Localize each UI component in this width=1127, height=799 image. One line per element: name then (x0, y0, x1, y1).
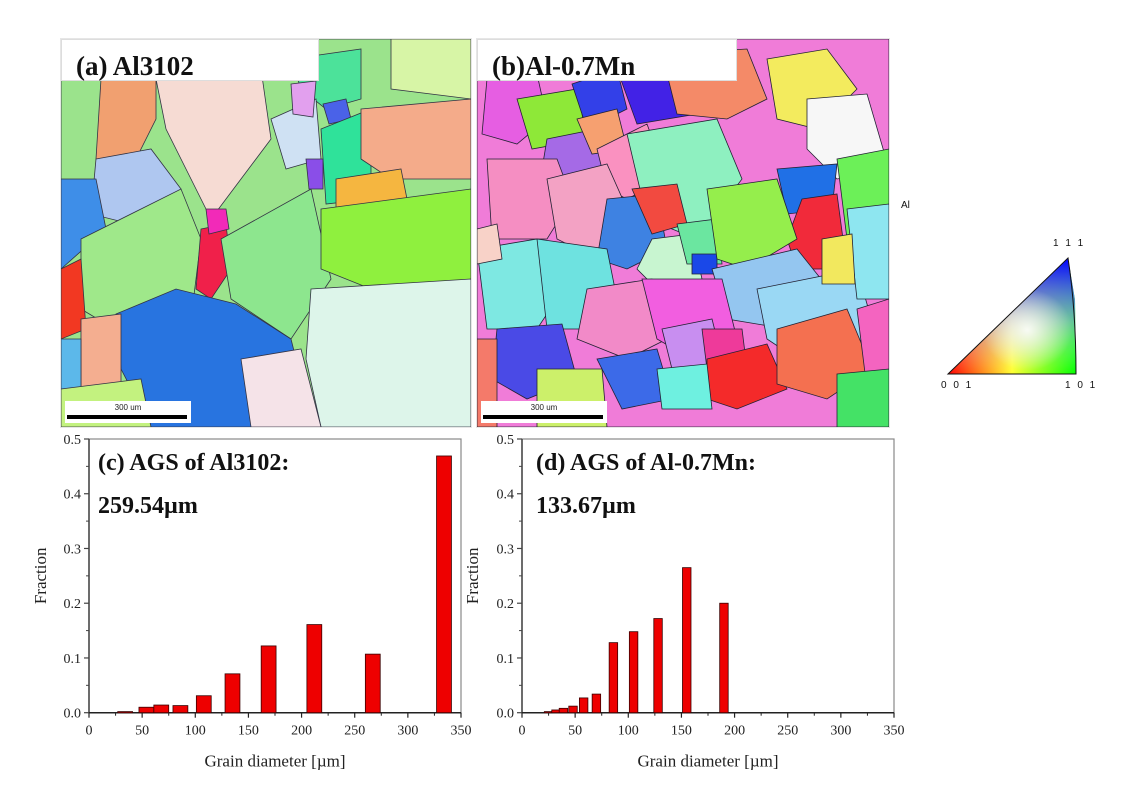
x-axis-title: Grain diameter [µm] (204, 752, 345, 771)
y-tick-label: 0.2 (497, 597, 515, 612)
histogram-bar (682, 567, 692, 714)
y-tick-label: 0.3 (497, 542, 515, 557)
histogram-bar (195, 695, 212, 714)
x-tick-label: 50 (135, 724, 149, 739)
x-axis-title: Grain diameter [µm] (637, 752, 778, 771)
histogram-svg-d: 0.0 0.1 0.2 0.3 0.4 0.5 0 50 100 150 200 250 300 350 G… (463, 433, 905, 771)
x-tick-label: 0 (519, 724, 526, 739)
panel-label-a: (a) Al3102 (61, 39, 319, 81)
plot-frame (521, 438, 895, 714)
y-tick-label: 0.3 (64, 542, 82, 557)
annotation-title: (c) AGS of Al3102: (98, 450, 289, 476)
annotation-average-grain-size: 259.54µm (98, 493, 198, 519)
ipf-corner-101: 1 0 1 (1065, 380, 1098, 391)
histogram-bar (568, 705, 578, 714)
y-tick-label: 0.0 (64, 707, 82, 722)
histogram-al-0.7mn: 0.0 0.1 0.2 0.3 0.4 0.5 0 50 100 150 200 250 300 350 G… (460, 430, 920, 794)
grain-map-b (477, 39, 889, 427)
y-axis-title: Fraction (31, 547, 50, 604)
ipf-triangle-outline (946, 256, 1077, 375)
histogram-bar (364, 653, 381, 714)
panel-label-b: (b)Al-0.7Mn (477, 39, 737, 81)
x-tick-label: 300 (397, 724, 418, 739)
y-tick-label: 0.4 (497, 488, 515, 503)
histogram-al3102: 0.0 0.1 0.2 0.3 0.4 0.5 0 50 100 150 200 250 300 350 G… (0, 430, 480, 794)
ipf-triangle (946, 256, 1077, 375)
histogram-bar (260, 645, 277, 714)
histogram-bar (224, 673, 241, 714)
scale-bar-line-b (483, 415, 603, 419)
histogram-bar (436, 455, 452, 714)
scale-bar-a: 300 um (65, 401, 191, 423)
ebsd-map-al3102: (a) Al3102 300 um (60, 38, 472, 428)
annotation-average-grain-size: 133.67µm (536, 493, 636, 519)
histogram-bar (591, 693, 602, 714)
x-tick-label: 100 (618, 724, 639, 739)
x-tick-label: 200 (724, 724, 745, 739)
x-tick-label: 150 (671, 724, 692, 739)
annotation-title: (d) AGS of Al-0.7Mn: (536, 450, 756, 476)
x-tick-label: 350 (451, 724, 472, 739)
x-tick-label: 50 (568, 724, 582, 739)
x-tick-label: 250 (777, 724, 798, 739)
scale-bar-line-a (67, 415, 187, 419)
y-tick-label: 0.5 (64, 433, 82, 448)
histogram-bar (306, 624, 323, 714)
histogram-bar (558, 707, 569, 714)
ipf-triangle-white (948, 258, 1076, 374)
histogram-bar (117, 711, 133, 714)
histogram-bar (578, 697, 589, 714)
y-tick-label: 0.1 (64, 652, 82, 667)
ipf-color-key: Al 1 1 1 0 0 1 1 0 1 (895, 190, 1125, 420)
scale-bar-label-a: 300 um (114, 403, 142, 412)
y-axis-title: Fraction (463, 547, 482, 604)
histogram-bar (138, 706, 155, 714)
histogram-bar (153, 704, 170, 714)
x-tick-label: 200 (291, 724, 312, 739)
x-tick-label: 250 (344, 724, 365, 739)
scale-bar-label-b: 300 um (530, 403, 558, 412)
x-tick-label: 0 (86, 724, 93, 739)
x-tick-label: 150 (238, 724, 259, 739)
ebsd-map-al-0.7mn: (b)Al-0.7Mn 300 um (476, 38, 890, 428)
x-tick-label: 100 (185, 724, 206, 739)
histogram-bar (653, 618, 663, 714)
y-tick-label: 0.5 (497, 433, 515, 448)
x-tick-label: 350 (884, 724, 905, 739)
ipf-phase-label: Al (901, 200, 910, 211)
histogram-bar (608, 642, 619, 714)
histogram-bar (719, 602, 729, 714)
y-tick-label: 0.1 (497, 652, 515, 667)
grain-map-a (61, 39, 471, 427)
y-tick-label: 0.4 (64, 488, 82, 503)
histogram-bar (172, 705, 189, 714)
y-tick-label: 0.2 (64, 597, 82, 612)
x-tick-label: 300 (830, 724, 851, 739)
y-tick-label: 0.0 (497, 707, 515, 722)
ipf-corner-001: 0 0 1 (941, 380, 974, 391)
ipf-corner-111: 1 1 1 (1053, 238, 1086, 249)
histogram-svg-c: 0.0 0.1 0.2 0.3 0.4 0.5 0 50 100 150 200 250 300 350 G… (31, 433, 472, 771)
histogram-bar (628, 631, 639, 714)
scale-bar-b: 300 um (481, 401, 607, 423)
